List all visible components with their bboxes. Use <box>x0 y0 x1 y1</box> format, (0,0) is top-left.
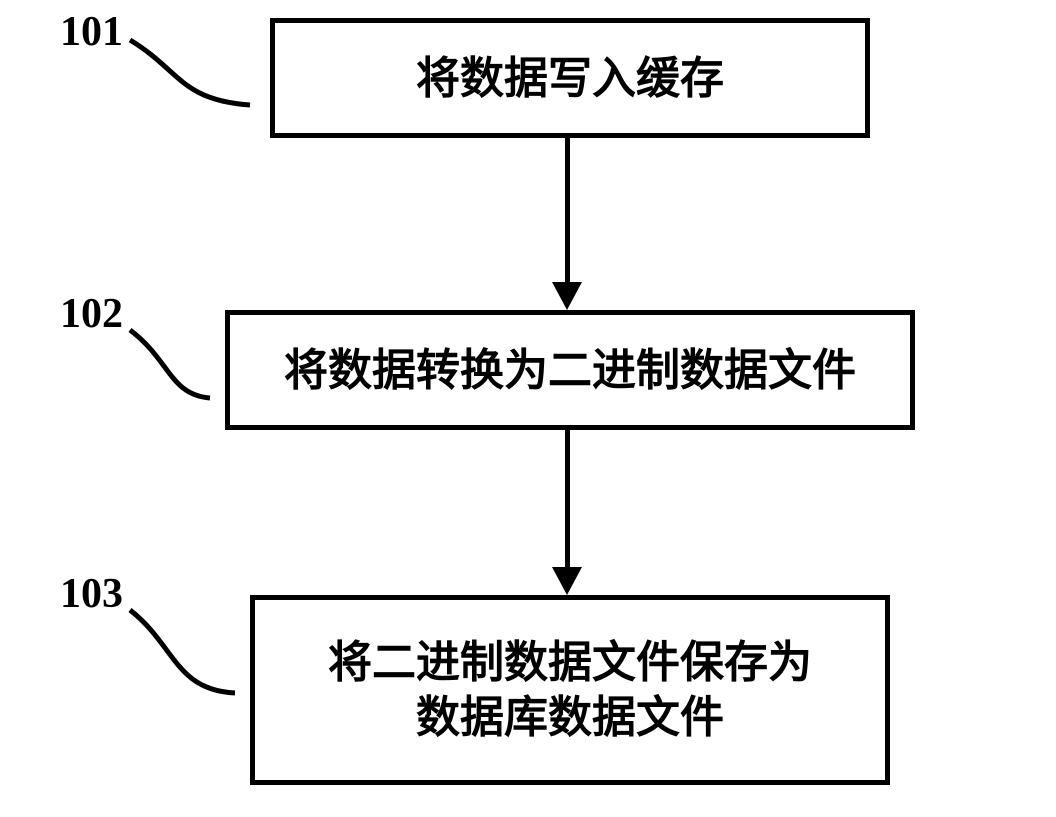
step-box-102: 将数据转换为二进制数据文件 <box>225 310 915 430</box>
step-text-102: 将数据转换为二进制数据文件 <box>284 343 856 398</box>
step-text-103: 将二进制数据文件保存为数据库数据文件 <box>328 635 812 745</box>
arrow-line-102-103 <box>565 430 570 567</box>
arrow-line-101-102 <box>565 138 570 282</box>
step-label-103: 103 <box>60 570 123 618</box>
step-text-101: 将数据写入缓存 <box>416 51 724 106</box>
step-box-103: 将二进制数据文件保存为数据库数据文件 <box>250 595 890 785</box>
arrow-head-102-103 <box>552 567 582 595</box>
step-box-101: 将数据写入缓存 <box>270 18 870 138</box>
flowchart-canvas: 101 将数据写入缓存 102 将数据转换为二进制数据文件 103 将二进制数据… <box>0 0 1056 817</box>
arrow-head-101-102 <box>552 282 582 310</box>
step-label-101: 101 <box>60 8 123 56</box>
step-label-102: 102 <box>60 290 123 338</box>
